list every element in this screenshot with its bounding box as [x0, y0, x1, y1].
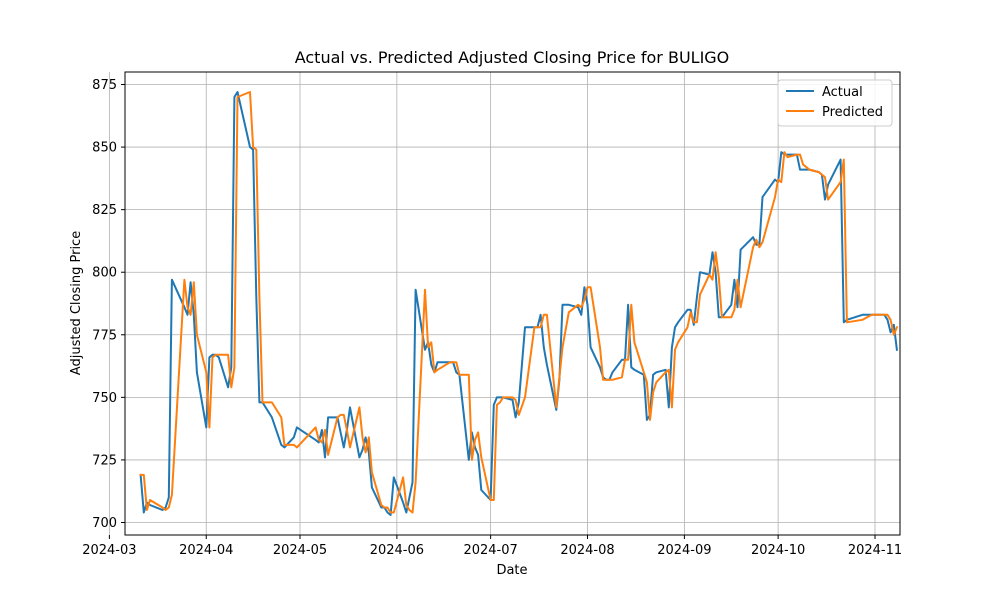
x-tick-label: 2024-09	[657, 543, 711, 558]
y-tick-label: 850	[92, 141, 117, 156]
x-axis-label: Date	[496, 563, 527, 578]
y-axis-label: Adjusted Closing Price	[69, 231, 84, 375]
x-tick-label: 2024-07	[463, 543, 517, 558]
x-tick-label: 2024-10	[751, 543, 805, 558]
legend: Actual Predicted	[777, 79, 893, 127]
y-tick-label: 700	[92, 516, 117, 531]
y-tick-label: 725	[92, 453, 117, 468]
y-tick-label: 875	[92, 78, 117, 93]
x-tick-label: 2024-08	[560, 543, 614, 558]
x-tick-label: 2024-06	[370, 543, 424, 558]
y-tick-label: 800	[92, 266, 117, 281]
x-tick-label: 2024-11	[848, 543, 902, 558]
plot-frame	[124, 71, 901, 536]
x-tick-label: 2024-03	[82, 543, 136, 558]
x-axis: 2024-03 2024-04 2024-05 2024-06 2024-07 2024-…	[82, 535, 902, 558]
chart-title: Actual vs. Predicted Adjusted Closing Pr…	[295, 48, 730, 67]
series-line-predicted	[139, 91, 899, 514]
y-tick-label: 750	[92, 391, 117, 406]
x-tick-label: 2024-05	[273, 543, 327, 558]
y-tick-label: 775	[92, 328, 117, 343]
grid-lines	[108, 72, 900, 535]
legend-label-actual: Actual	[822, 85, 863, 100]
x-tick-label: 2024-04	[179, 543, 233, 558]
y-axis: 700 725 750 775 800 825 850 875	[92, 78, 125, 531]
y-tick-label: 825	[92, 203, 117, 218]
series-layer	[139, 91, 899, 516]
legend-label-predicted: Predicted	[822, 105, 883, 120]
